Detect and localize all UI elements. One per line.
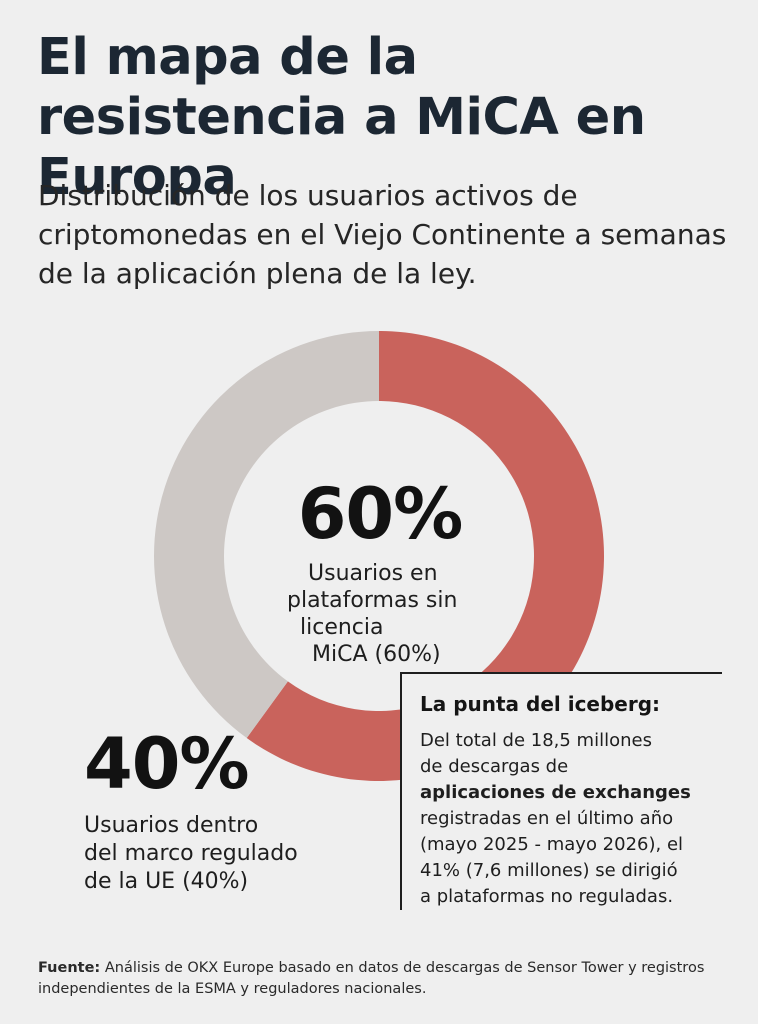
callout-title: La punta del iceberg: [420,692,661,716]
callout-line-1: Del total de 18,5 millones [420,730,652,751]
source-text: Análisis de OKX Europe basado en datos d… [38,960,705,997]
callout-line-2: de descargas de [420,756,569,777]
unlicensed-slice [246,331,605,782]
callout-line-4: registradas en el último año [420,808,674,829]
iceberg-callout-box: La punta del iceberg: Del total de 18,5 … [400,672,722,910]
unlicensed-description: Usuarios en plataformas sin licencia MiC… [270,560,490,668]
callout-line-3-wrap: aplicaciones de exchanges [420,780,720,806]
unlicensed-percent-label: 60% [297,473,464,555]
regulated-description: Usuarios dentro del marco regulado de la… [84,812,344,896]
chart-subtitle: Distribución de los usuarios activos de … [38,179,727,290]
regulated-line-2: del marco regulado [84,841,298,866]
source-note: Fuente: Análisis de OKX Europe basado en… [38,958,728,1000]
unlicensed-line-1: Usuarios en [308,561,438,586]
chart-title: El mapa de la resistencia a MiCA en Euro… [37,28,646,207]
unlicensed-line-2: plataformas sin [287,588,458,613]
regulated-slice [154,331,379,739]
unlicensed-line-3: licencia [300,615,384,640]
callout-line-7: a plataformas no reguladas. [420,886,674,907]
unlicensed-line-4: MiCA (60%) [312,642,441,667]
regulated-percent-label: 40% [84,723,250,805]
source-label: Fuente: [38,960,101,976]
regulated-line-3: de la UE (40%) [84,869,249,894]
callout-line-5: (mayo 2025 - mayo 2026), el [420,834,684,855]
callout-body: Del total de 18,5 millones de descargas … [420,728,720,910]
callout-line-6: 41% (7,6 millones) se dirigió [420,860,678,881]
callout-line-3: aplicaciones de exchanges [420,782,691,803]
regulated-line-1: Usuarios dentro [84,813,259,838]
